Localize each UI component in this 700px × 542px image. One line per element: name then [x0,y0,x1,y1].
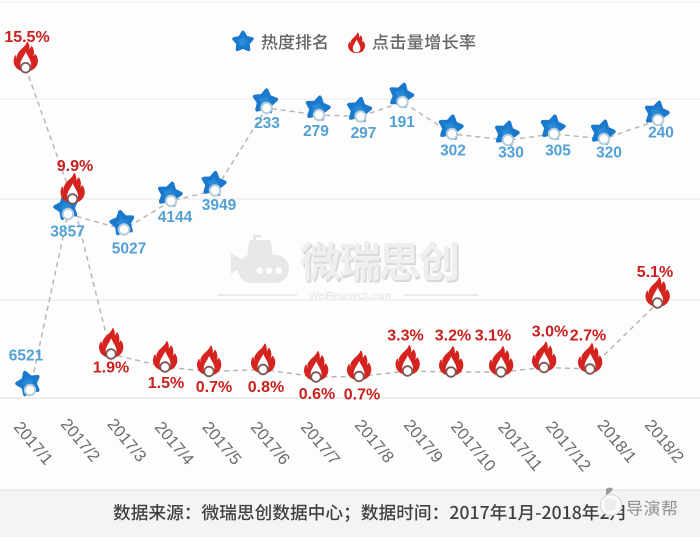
svg-text:233: 233 [254,115,280,132]
svg-text:297: 297 [351,125,377,142]
svg-text:5.1%: 5.1% [637,264,673,281]
svg-text:5027: 5027 [112,241,146,258]
svg-text:0.6%: 0.6% [299,386,335,403]
svg-text:9.9%: 9.9% [57,158,93,175]
svg-text:330: 330 [498,145,524,162]
svg-text:1.9%: 1.9% [93,360,129,377]
svg-text:0.7%: 0.7% [196,379,232,396]
svg-text:2.7%: 2.7% [570,328,606,345]
svg-text:279: 279 [303,123,329,140]
svg-text:3.1%: 3.1% [475,328,511,345]
svg-text:6521: 6521 [9,348,44,365]
svg-text:3.3%: 3.3% [387,328,423,345]
svg-text:3.2%: 3.2% [435,328,471,345]
svg-text:3949: 3949 [202,197,237,214]
svg-text:0.8%: 0.8% [248,379,284,396]
svg-text:15.5%: 15.5% [4,29,49,46]
svg-text:240: 240 [648,125,674,142]
svg-text:320: 320 [596,145,622,162]
svg-text:191: 191 [389,114,415,131]
svg-text:302: 302 [440,143,466,160]
svg-text:305: 305 [545,143,571,160]
svg-text:3857: 3857 [50,224,84,241]
svg-text:4144: 4144 [158,209,193,226]
svg-text:0.7%: 0.7% [344,387,380,404]
svg-text:WeiResearch.com: WeiResearch.com [309,291,391,302]
svg-text:3.0%: 3.0% [532,324,568,341]
svg-text:1.5%: 1.5% [148,375,184,392]
